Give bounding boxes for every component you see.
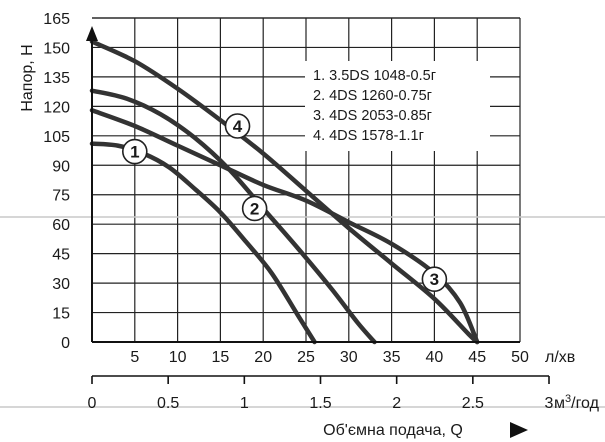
y-tick-label: 45 bbox=[52, 247, 70, 264]
curve-4 bbox=[89, 39, 480, 345]
x-axis-title: Об'ємна подача, Q bbox=[323, 422, 463, 439]
legend-entry: 4. 4DS 1578-1.1г bbox=[313, 128, 424, 144]
x-tick-label-secondary: 2.5 bbox=[462, 395, 484, 412]
curve-label-2: 2 bbox=[250, 199, 259, 218]
y-axis-title: Напор, Н bbox=[19, 44, 36, 111]
legend-box bbox=[305, 61, 490, 151]
curve-label-circle-2 bbox=[241, 195, 268, 222]
x-tick-label-primary: 10 bbox=[169, 349, 187, 366]
x-axis-arrow bbox=[510, 422, 528, 438]
x-tick-label-secondary: 1 bbox=[240, 395, 249, 412]
x-tick-label-primary: 5 bbox=[130, 349, 139, 366]
x-tick-label-secondary: 0 bbox=[88, 395, 97, 412]
x-unit-primary: л/хв bbox=[545, 349, 575, 366]
y-tick-label: 0 bbox=[61, 335, 70, 352]
x-unit-secondary: м3/год bbox=[554, 393, 600, 412]
x-tick-label-secondary: 3 bbox=[545, 395, 554, 412]
y-tick-label: 120 bbox=[43, 99, 70, 116]
x-tick-label-primary: 50 bbox=[511, 349, 529, 366]
legend-entry: 3. 4DS 2053-0.85г bbox=[313, 108, 432, 124]
y-tick-label: 30 bbox=[52, 276, 70, 293]
y-tick-label: 150 bbox=[43, 40, 70, 57]
y-tick-label: 15 bbox=[52, 306, 70, 323]
x-tick-label-primary: 20 bbox=[254, 349, 272, 366]
x-tick-label-primary: 35 bbox=[383, 349, 401, 366]
curve-label-4: 4 bbox=[233, 117, 243, 136]
curve-label-circle-1 bbox=[122, 138, 148, 165]
curve-label-circle-4 bbox=[224, 113, 251, 139]
x-tick-label-primary: 15 bbox=[212, 349, 230, 366]
x-tick-label-secondary: 1.5 bbox=[309, 395, 331, 412]
curve-label-3: 3 bbox=[430, 270, 439, 289]
x-tick-label-primary: 45 bbox=[468, 349, 486, 366]
y-tick-label: 75 bbox=[52, 188, 70, 205]
legend-entry: 2. 4DS 1260-0.75г bbox=[313, 88, 432, 104]
x-tick-label-primary: 40 bbox=[426, 349, 444, 366]
y-axis-arrow bbox=[86, 26, 98, 41]
y-tick-label: 165 bbox=[43, 11, 70, 28]
x-tick-label-secondary: 2 bbox=[392, 395, 401, 412]
y-tick-label: 90 bbox=[52, 158, 70, 175]
curve-label-1: 1 bbox=[130, 143, 139, 162]
x-tick-label-primary: 30 bbox=[340, 349, 358, 366]
curve-2 bbox=[89, 88, 377, 345]
legend-entry: 1. 3.5DS 1048-0.5г bbox=[313, 68, 436, 84]
y-tick-label: 60 bbox=[52, 217, 70, 234]
y-tick-label: 135 bbox=[43, 70, 70, 87]
y-tick-label: 105 bbox=[43, 129, 70, 146]
legend: 1. 3.5DS 1048-0.5г 2. 4DS 1260-0.75г 3. 4D… bbox=[305, 61, 490, 151]
curve-labels: 1 2 3 4 bbox=[122, 113, 448, 292]
axes bbox=[86, 26, 550, 438]
x-tick-label-primary: 25 bbox=[297, 349, 315, 366]
x-tick-label-secondary: 0.5 bbox=[157, 395, 179, 412]
curve-label-circle-3 bbox=[421, 266, 448, 292]
